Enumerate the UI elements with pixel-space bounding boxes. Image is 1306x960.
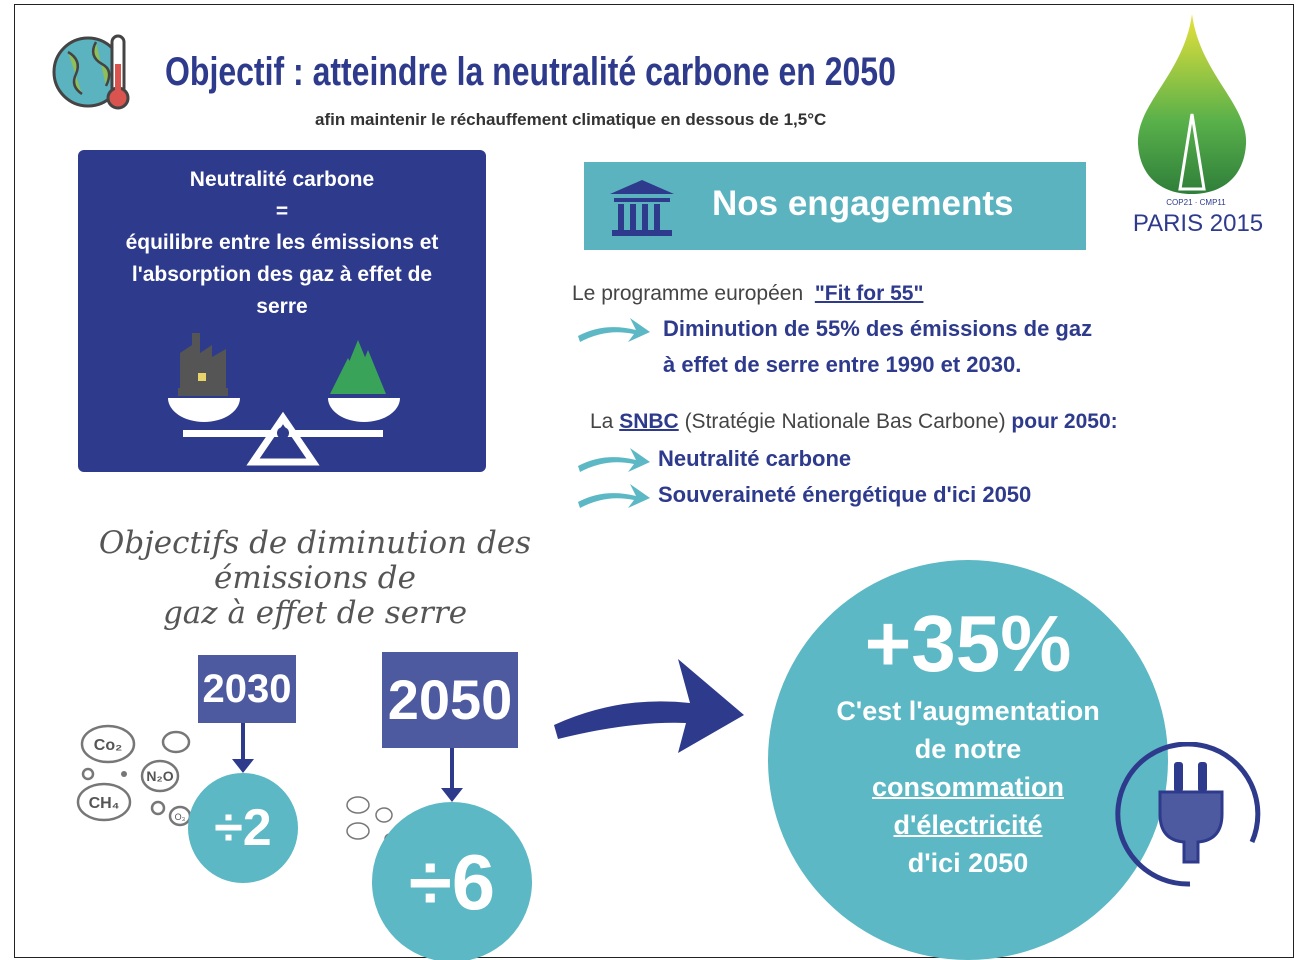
gas-bubbles: Co₂ N₂O CH₄ O₃ xyxy=(76,722,196,832)
leaf-drop xyxy=(1138,14,1246,194)
gas-label: Co₂ xyxy=(94,737,122,754)
fit55-result: Diminution de 55% des émissions de gaz xyxy=(663,316,1092,342)
down-arrow xyxy=(439,748,465,802)
definition-line: équilibre entre les émissions et xyxy=(78,231,486,255)
institution-icon xyxy=(610,180,674,236)
pivot xyxy=(277,427,289,439)
bubble xyxy=(347,823,369,839)
bubble xyxy=(83,769,93,779)
objectives-heading: gaz à effet de serre xyxy=(90,595,540,631)
electricity-underlined: consommation xyxy=(872,772,1064,802)
bowl-right xyxy=(328,398,400,422)
electricity-line: C'est l'augmentation xyxy=(768,696,1168,727)
arrow xyxy=(578,318,650,342)
bubble xyxy=(152,802,164,814)
fit55-intro: Le programme européen xyxy=(572,282,803,305)
trees xyxy=(330,340,386,394)
definition-line: serre xyxy=(78,295,486,319)
definition-term: Neutralité carbone xyxy=(78,168,486,192)
definition-equals: = xyxy=(78,200,486,224)
gas-label: N₂O xyxy=(146,768,173,784)
plug-icon xyxy=(1112,742,1268,892)
base xyxy=(612,230,672,236)
factory-base xyxy=(178,388,228,396)
arrow xyxy=(578,448,650,472)
fulcrum xyxy=(253,418,313,462)
logo-event: COP21 · CMP11 xyxy=(1166,198,1226,207)
engagements-title: Nos engagements xyxy=(712,184,1013,224)
arrow-icon xyxy=(574,478,654,514)
cop21-logo: COP21 · CMP11 PARIS 2015 xyxy=(1130,14,1270,254)
gas-label: O₃ xyxy=(175,812,186,822)
arrow xyxy=(554,659,744,753)
snbc-line: La SNBC (Stratégie Nationale Bas Carbone… xyxy=(590,410,1118,434)
plug-pin xyxy=(1198,762,1207,792)
page: Neutralité carbone {"header":{"title":"O… xyxy=(0,0,1306,960)
infographic: Objectif : atteindre la neutralité carbo… xyxy=(0,0,1306,960)
dot xyxy=(121,771,127,777)
bubble xyxy=(163,732,189,752)
engagements-banner: Nos engagements xyxy=(584,162,1086,250)
title: Objectif : atteindre la neutralité carbo… xyxy=(165,50,896,95)
big-arrow xyxy=(550,655,750,755)
electricity-underlined: d'électricité xyxy=(894,810,1043,840)
subtitle: afin maintenir le réchauffement climatiq… xyxy=(315,110,826,130)
down-arrow xyxy=(230,723,256,773)
bowl-left xyxy=(168,398,240,422)
arrow-icon xyxy=(574,442,654,478)
year-box: 2050 xyxy=(382,652,518,748)
fit55-result: à effet de serre entre 1990 et 2030. xyxy=(663,352,1021,378)
electricity-line: d'ici 2050 xyxy=(768,848,1168,879)
columns xyxy=(618,204,660,230)
logo-city: PARIS 2015 xyxy=(1133,210,1263,237)
arrow xyxy=(578,484,650,508)
entablature xyxy=(614,198,670,202)
gas-label: CH₄ xyxy=(89,795,120,812)
objectives-heading: Objectifs de diminution des xyxy=(90,525,540,561)
balance-icon xyxy=(168,318,408,468)
roof xyxy=(610,180,674,194)
factory-window xyxy=(198,373,206,381)
electricity-figure: +35% xyxy=(768,598,1168,690)
bubble xyxy=(376,808,392,822)
arrow-icon xyxy=(574,312,654,348)
electricity-circle: +35% C'est l'augmentation de notre conso… xyxy=(768,560,1168,960)
definition-line: l'absorption des gaz à effet de xyxy=(78,263,486,287)
arrow xyxy=(441,748,463,802)
snbc-goal: Souveraineté énergétique d'ici 2050 xyxy=(658,482,1031,508)
electricity-line: de notre xyxy=(768,734,1168,765)
year-box: 2030 xyxy=(198,655,296,723)
electricity-line: d'électricité xyxy=(768,810,1168,841)
snbc-expansion: (Stratégie Nationale Bas Carbone) xyxy=(685,410,1006,433)
plug-pin xyxy=(1174,762,1183,792)
objectives-heading: émissions de xyxy=(90,560,540,596)
definition-box: Neutralité carbone = équilibre entre les… xyxy=(78,150,486,472)
snbc-horizon: pour 2050: xyxy=(1011,410,1117,433)
arrow xyxy=(232,723,254,773)
plug-body xyxy=(1160,792,1222,862)
bubble xyxy=(347,797,369,813)
fit55-line: Le programme européen "Fit for 55" xyxy=(572,282,923,306)
electricity-line: consommation xyxy=(768,772,1168,803)
snbc-acronym: SNBC xyxy=(619,410,679,433)
body: Objectif : atteindre la neutralité carbo… xyxy=(0,0,1306,960)
globe-icon xyxy=(50,28,140,114)
factor-circle: ÷6 xyxy=(372,802,532,960)
factor-circle: ÷2 xyxy=(188,773,298,883)
thermometer-fill xyxy=(115,64,121,94)
snbc-intro: La xyxy=(590,410,613,433)
snbc-goal: Neutralité carbone xyxy=(658,446,851,472)
fit55-name: "Fit for 55" xyxy=(815,282,924,305)
